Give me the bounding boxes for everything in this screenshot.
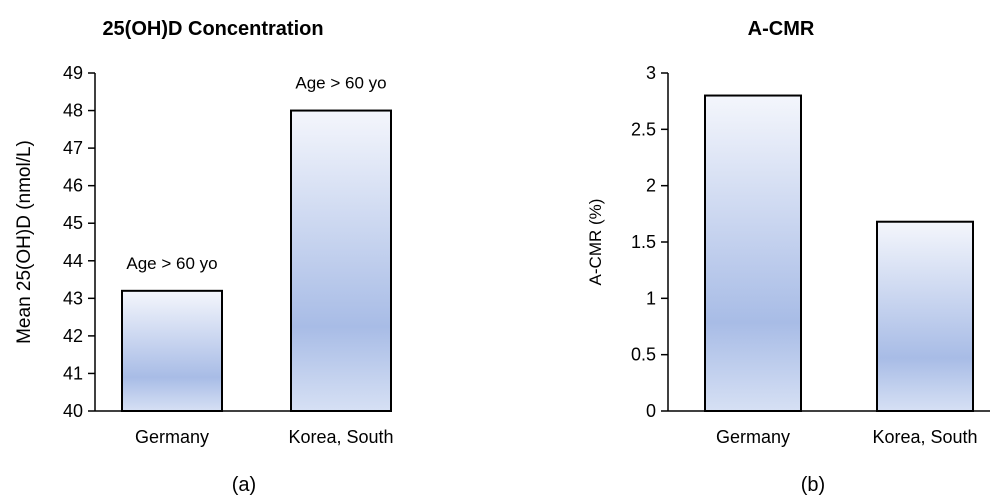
- bar-korea-south: [290, 109, 392, 413]
- y-tick-label: 45: [63, 213, 83, 233]
- bar-germany: [704, 94, 802, 413]
- bar-korea-south: [876, 220, 974, 412]
- chart-b-x-ticks: Germany Korea, South: [716, 427, 978, 447]
- y-tick-label: 44: [63, 251, 83, 271]
- y-tick-label: 1.5: [631, 232, 656, 252]
- chart-a: 25(OH)D Concentration Mean 25(OH)D (nmol…: [14, 18, 394, 496]
- y-tick-label: 48: [63, 101, 83, 121]
- chart-b: A-CMR A-CMR (%) 0 0.5 1 1.5 2 2.5 3 Germany Kor…: [586, 18, 990, 496]
- chart-b-bars: [704, 94, 974, 413]
- x-tick-label: Germany: [135, 427, 209, 447]
- chart-a-bars: [121, 109, 392, 413]
- chart-a-title: 25(OH)D Concentration: [102, 18, 323, 40]
- chart-a-y-axis-label: Mean 25(OH)D (nmol/L): [14, 140, 35, 344]
- x-tick-label: Korea, South: [288, 427, 393, 447]
- bar-annotation: Age > 60 yo: [126, 254, 217, 273]
- bar-germany: [121, 289, 223, 413]
- chart-a-x-ticks: Germany Korea, South: [135, 427, 394, 447]
- chart-a-annotations: Age > 60 yo Age > 60 yo: [126, 74, 386, 273]
- y-tick-label: 43: [63, 288, 83, 308]
- chart-b-title: A-CMR: [748, 18, 815, 40]
- y-tick-label: 0: [646, 401, 656, 421]
- chart-b-subfigure-label: (b): [801, 474, 825, 496]
- y-tick-label: 49: [63, 63, 83, 83]
- y-tick-label: 47: [63, 138, 83, 158]
- chart-b-y-ticks: 0 0.5 1 1.5 2 2.5 3: [631, 63, 668, 421]
- y-tick-label: 41: [63, 363, 83, 383]
- y-tick-label: 2: [646, 176, 656, 196]
- y-tick-label: 46: [63, 176, 83, 196]
- y-tick-label: 2.5: [631, 119, 656, 139]
- x-tick-label: Korea, South: [872, 427, 977, 447]
- y-tick-label: 0.5: [631, 345, 656, 365]
- chart-a-subfigure-label: (a): [232, 474, 256, 496]
- chart-b-y-axis-label: A-CMR (%): [586, 199, 605, 286]
- x-tick-label: Germany: [716, 427, 790, 447]
- y-tick-label: 3: [646, 63, 656, 83]
- y-tick-label: 42: [63, 326, 83, 346]
- bar-annotation: Age > 60 yo: [295, 74, 386, 93]
- y-tick-label: 40: [63, 401, 83, 421]
- chart-a-y-ticks: 40 41 42 43 44 45 46 47 48 49: [63, 63, 95, 421]
- y-tick-label: 1: [646, 288, 656, 308]
